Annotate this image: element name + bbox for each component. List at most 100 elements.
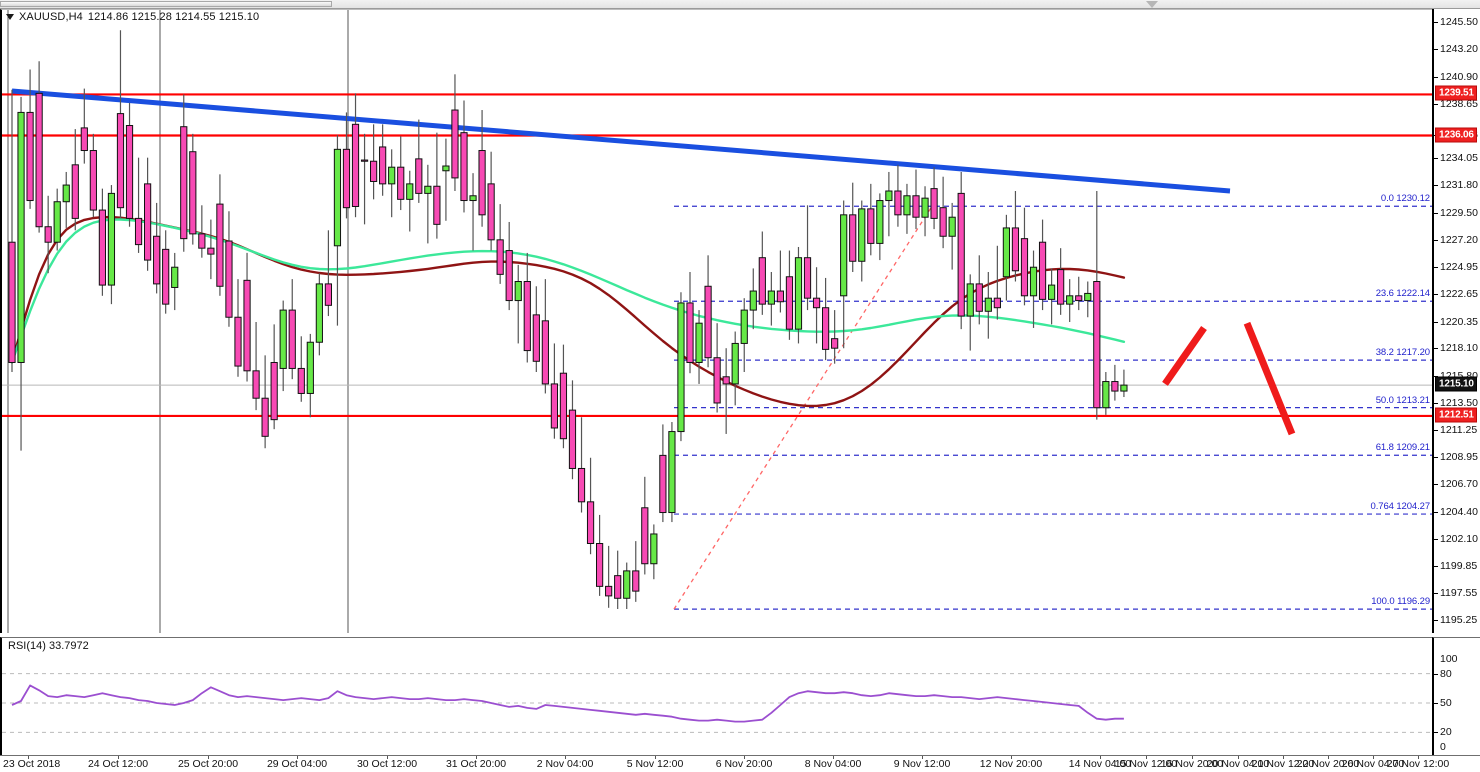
time-axis-label: 6 Nov 20:00 [715,758,773,770]
candle-body-bearish [460,132,468,202]
rsi-chart-canvas [2,673,1432,733]
candle-body-bearish [8,241,16,363]
down-arrow-stroke[interactable] [1243,321,1296,436]
candle-body-bullish [171,266,179,288]
time-axis-tick [1238,756,1239,759]
horizontal-scrollbar[interactable] [0,0,1480,9]
symbol-label: XAUUSD,H4 [19,11,83,23]
price-axis-tick [1434,321,1438,323]
candle-body-bearish [596,542,604,587]
rsi-line [11,684,1124,723]
candle-body-bearish [243,279,251,372]
candle-body-bearish [1057,269,1065,305]
candle-body-bearish [180,126,188,240]
price-axis-label: 1224.95 [1440,260,1478,273]
candle-body-bearish [550,383,558,429]
time-axis-label: 15 Nov 12:00 [1114,758,1178,770]
candle-body-bullish [1066,295,1074,305]
fib-level-label: 61.8 1209.21 [1375,442,1430,454]
price-axis-tick [1434,240,1438,242]
candle-body-bearish [559,372,568,440]
candle-body-bearish [686,302,694,363]
candle-body-bearish [98,209,107,286]
time-axis-tick [565,756,566,759]
candle-body-bearish [44,226,52,243]
candle-body-bearish [867,208,875,244]
price-axis-label: 1202.10 [1440,532,1478,545]
candle-body-bullish [885,190,893,202]
price-chart-pane[interactable] [0,9,1432,633]
time-axis-tick [118,756,119,759]
candle-body-bullish [668,431,676,514]
candle-body-bearish [812,297,821,309]
time-axis-label: 20 Nov 04:00 [1206,758,1270,770]
candle-body-bullish [921,197,929,218]
price-axis[interactable]: 1245.501243.201240.901238.651236.061234.… [1432,9,1480,633]
price-chart-canvas [2,10,1432,633]
candle-body-bearish [162,248,170,305]
time-axis-tick [655,756,656,759]
candle-body-bearish [993,297,1001,309]
time-axis-label: 16 Nov 20:00 [1160,758,1224,770]
candle-body-bearish [89,150,97,211]
price-axis-label: 1206.70 [1440,478,1478,491]
candle-body-bullish [650,533,658,565]
candle-body-bullish [623,570,631,599]
price-axis-label: 1229.50 [1440,206,1478,219]
time-axis-label: 24 Oct 12:00 [87,758,149,770]
rsi-axis[interactable]: 100 80 50 20 0 [1432,637,1480,755]
candle-body-bearish [831,338,839,349]
price-axis-tick [1434,212,1438,214]
candle-body-bearish [234,316,242,367]
candle-body-bullish [306,341,314,394]
current-price-badge: 1215.10 [1435,376,1477,392]
candle-body-bearish [704,285,712,359]
up-arrow-stroke[interactable] [1162,325,1207,386]
candle-body-bullish [279,309,287,369]
candle-body-bullish [469,195,477,202]
blue-trendline [11,88,1231,194]
price-axis-tick [1434,429,1438,431]
candle-body-bearish [1011,227,1020,272]
candle-body-bullish [62,184,70,203]
fib-level-label: 0.764 1204.27 [1370,501,1431,513]
price-axis-label: 1243.20 [1440,43,1478,56]
time-axis-label: 26 Nov 04:00 [1341,758,1405,770]
triangle-down-icon[interactable] [6,14,14,20]
candle-body-bearish [270,361,278,421]
candle-body-bearish [198,233,206,249]
time-axis-label: 9 Nov 12:00 [893,758,951,770]
candle-body-bearish [216,203,224,287]
time-axis-tick [1192,756,1193,759]
price-axis-tick [1434,538,1438,540]
time-axis-label: 22 Nov 20:00 [1296,758,1360,770]
rsi-axis-tick [1434,732,1438,734]
candle-body-bearish [288,309,296,369]
time-axis-tick [922,756,923,759]
scrollbar-thumb[interactable] [0,1,332,7]
candle-body-bearish [568,409,577,469]
price-axis-label: 1240.90 [1440,70,1478,83]
candle-body-bearish [261,397,269,437]
rsi-axis-label: 0 [1440,741,1446,753]
candle-body-bearish [541,320,549,385]
candle-body-bullish [17,111,25,363]
time-axis[interactable]: 23 Oct 2018 24 Oct 12:00 25 Oct 20:00 29 Oc… [0,755,1480,772]
candle-body-bearish [957,192,965,317]
candle-body-bearish [586,501,595,544]
time-axis-tick [1373,756,1374,759]
candle-body-bullish [1002,227,1010,278]
candle-body-bearish [189,151,197,235]
candle-body-bullish [984,297,992,312]
time-axis-tick [1100,756,1101,759]
price-axis-tick [1434,49,1438,51]
rsi-indicator-pane[interactable]: RSI(14) 33.7972 [0,637,1432,755]
fib-level-label: 50.0 1213.21 [1375,394,1430,406]
time-axis-tick [1146,756,1147,759]
time-axis-label: 27 Nov 12:00 [1386,758,1450,770]
candle-body-bearish [722,376,730,385]
candle-body-bearish [758,257,766,305]
candle-body-bearish [1093,281,1101,409]
candle-body-bullish [840,214,848,297]
